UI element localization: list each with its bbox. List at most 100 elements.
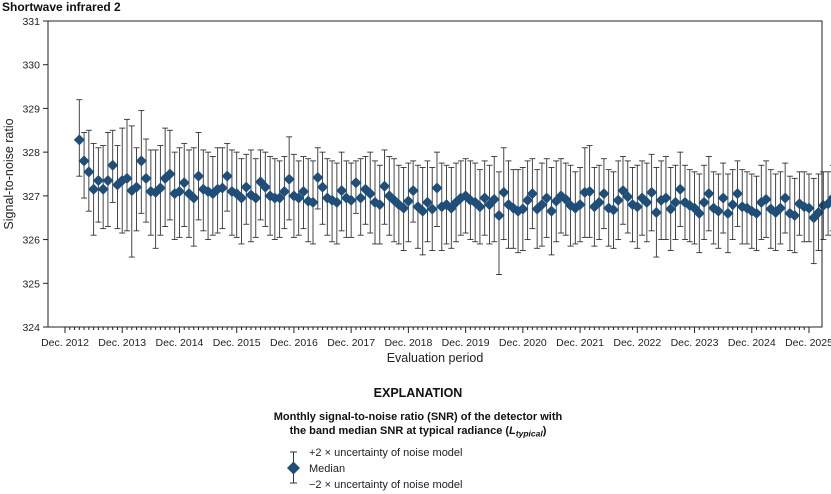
median-point xyxy=(355,192,367,204)
median-point xyxy=(331,196,343,208)
median-point xyxy=(135,155,147,167)
median-point xyxy=(336,185,348,197)
x-tick-label: Dec. 2023 xyxy=(671,337,719,349)
median-point xyxy=(426,203,438,215)
legend-caption-symbol: L xyxy=(509,425,516,437)
median-point xyxy=(379,180,391,192)
error-bar xyxy=(152,149,159,249)
median-point xyxy=(760,193,772,205)
median-point xyxy=(345,194,357,206)
median-point xyxy=(717,192,729,204)
median-point xyxy=(312,171,324,183)
median-point xyxy=(188,192,200,204)
median-point xyxy=(712,205,724,217)
y-axis: 324 325 326 327 328 329 330 331 xyxy=(22,16,48,334)
median-point xyxy=(693,207,705,219)
median-point xyxy=(193,170,205,182)
median-point xyxy=(421,196,433,208)
y-tick-label: 331 xyxy=(22,16,40,28)
x-axis: Dec. 2012 Dec. 2013 Dec. 2014 Dec. 2015 Dec.… xyxy=(41,327,831,349)
median-point xyxy=(622,191,634,203)
median-point xyxy=(83,166,95,178)
y-tick-label: 327 xyxy=(22,191,40,203)
legend-caption-suffix: ) xyxy=(543,425,547,437)
median-point xyxy=(593,196,605,208)
median-point xyxy=(97,183,109,195)
median-point xyxy=(727,199,739,211)
median-point xyxy=(307,196,319,208)
median-point xyxy=(78,155,90,167)
median-point xyxy=(297,185,309,197)
legend-median-diamond xyxy=(287,461,300,475)
x-tick-label: Dec. 2020 xyxy=(499,337,547,349)
median-point xyxy=(474,201,486,213)
median-point xyxy=(431,182,443,194)
median-point xyxy=(813,206,825,218)
median-point xyxy=(140,172,152,184)
median-point xyxy=(121,172,133,184)
median-point xyxy=(173,185,185,197)
x-tick-label: Dec. 2019 xyxy=(442,337,490,349)
median-point xyxy=(131,181,143,193)
median-point xyxy=(283,173,295,185)
legend-caption-subscript: typical xyxy=(516,429,544,439)
median-point xyxy=(402,195,414,207)
median-markers xyxy=(73,134,831,224)
median-point xyxy=(669,196,681,208)
x-tick-label: Dec. 2025 xyxy=(785,337,831,349)
median-point xyxy=(488,193,500,205)
x-tick-label: Dec. 2013 xyxy=(98,337,146,349)
median-point xyxy=(703,188,715,200)
median-point xyxy=(722,207,734,219)
median-point xyxy=(293,192,305,204)
median-point xyxy=(541,192,553,204)
median-point xyxy=(545,205,557,217)
x-tick-label: Dec. 2014 xyxy=(156,337,204,349)
median-point xyxy=(493,210,505,222)
median-point xyxy=(650,206,662,218)
median-point xyxy=(612,194,624,206)
legend-upper-label: +2 × uncertainty of noise model xyxy=(309,447,462,459)
median-point xyxy=(178,177,190,189)
y-axis-title: Signal-to-noise ratio xyxy=(2,118,16,229)
median-point xyxy=(598,188,610,200)
y-tick-label: 330 xyxy=(22,60,40,72)
median-point xyxy=(107,159,119,171)
median-point xyxy=(374,199,386,211)
median-point xyxy=(660,192,672,204)
legend: EXPLANATION Monthly signal-to-noise rati… xyxy=(274,386,563,491)
y-tick-label: 325 xyxy=(22,278,40,290)
median-point xyxy=(526,188,538,200)
error-bars xyxy=(76,99,831,275)
median-point xyxy=(536,199,548,211)
median-point xyxy=(774,202,786,214)
median-point xyxy=(317,181,329,193)
median-point xyxy=(665,203,677,215)
legend-median-label: Median xyxy=(309,463,345,475)
median-point xyxy=(779,192,791,204)
median-point xyxy=(407,185,419,197)
median-point xyxy=(803,202,815,214)
median-point xyxy=(92,175,104,187)
median-point xyxy=(221,170,233,182)
median-point xyxy=(631,201,643,213)
y-tick-label: 329 xyxy=(22,103,40,115)
x-tick-label: Dec. 2017 xyxy=(327,337,375,349)
median-point xyxy=(278,185,290,197)
x-tick-label: Dec. 2018 xyxy=(384,337,432,349)
median-point xyxy=(259,181,271,193)
legend-lower-label: −2 × uncertainty of noise model xyxy=(309,479,462,491)
median-point xyxy=(698,196,710,208)
median-point xyxy=(479,192,491,204)
median-point xyxy=(498,186,510,198)
median-point xyxy=(674,183,686,195)
median-point xyxy=(789,210,801,222)
x-axis-title: Evaluation period xyxy=(387,351,484,365)
median-point xyxy=(364,188,376,200)
median-point xyxy=(822,198,831,210)
x-tick-label: Dec. 2012 xyxy=(41,337,89,349)
median-point xyxy=(574,199,586,211)
median-point xyxy=(102,175,114,187)
x-tick-label: Dec. 2024 xyxy=(728,337,776,349)
